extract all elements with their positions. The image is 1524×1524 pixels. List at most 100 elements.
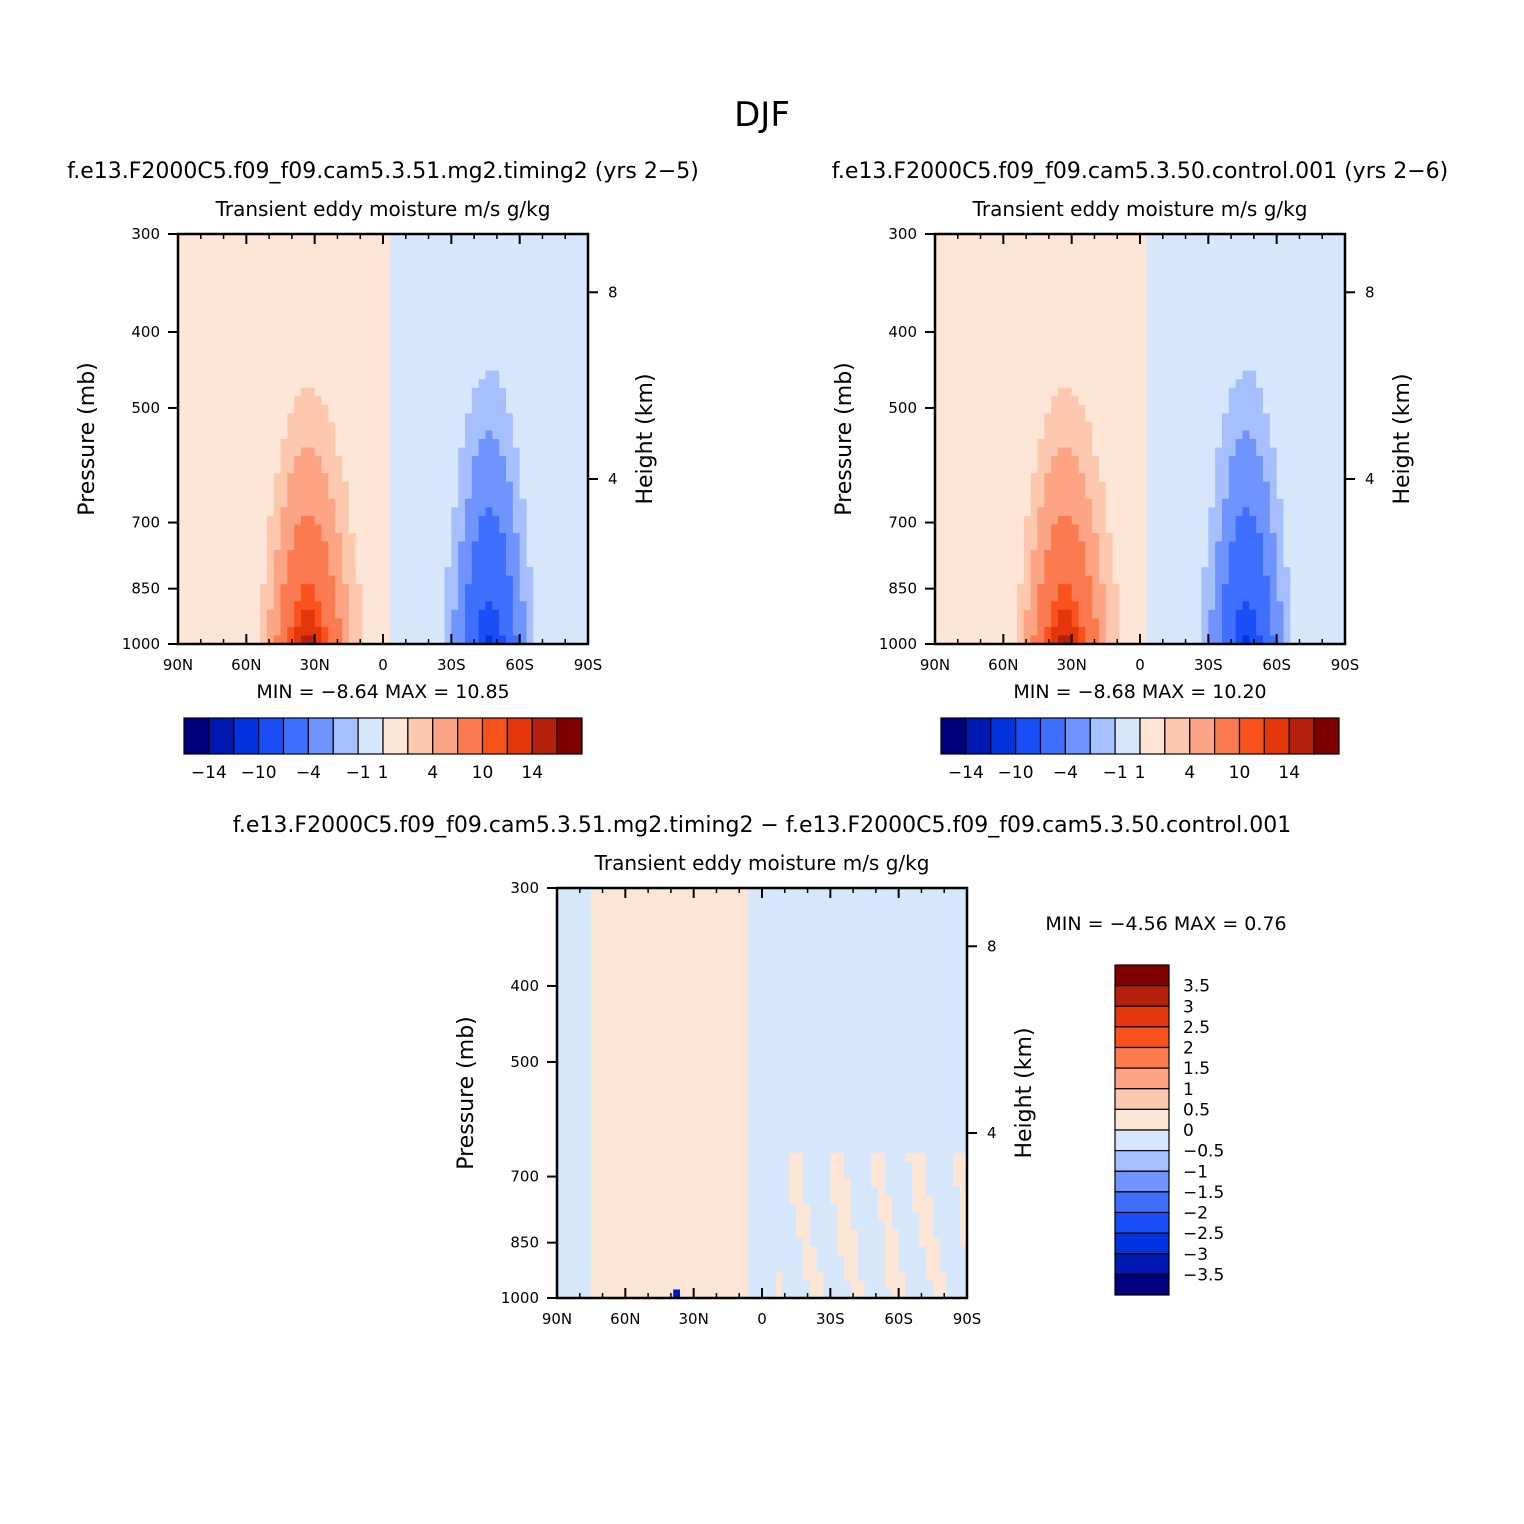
contour-cell: [1085, 370, 1093, 380]
contour-cell: [1092, 268, 1100, 278]
contour-cell: [1194, 404, 1203, 414]
contour-cell: [1215, 541, 1223, 551]
contour-cell: [1160, 464, 1168, 474]
contour-cell: [478, 515, 487, 526]
contour-cell: [1003, 575, 1011, 585]
contour-cell: [253, 601, 261, 611]
contour-cell: [198, 481, 206, 491]
contour-cell: [280, 439, 288, 449]
contour-cell: [547, 498, 555, 508]
contour-cell: [205, 541, 213, 551]
contour-cell: [935, 421, 943, 432]
contour-cell: [362, 387, 370, 397]
contour-cell: [1194, 592, 1203, 602]
contour-cell: [1051, 421, 1059, 432]
contour-cell: [1003, 447, 1011, 457]
contour-cell: [1017, 524, 1025, 534]
contour-cell: [540, 242, 548, 252]
contour-cell: [219, 558, 227, 568]
contour-cell: [1085, 421, 1093, 432]
contour-cell: [280, 473, 288, 483]
contour-cell: [1187, 251, 1196, 261]
contour-cell: [328, 430, 336, 440]
contour-cell: [1105, 592, 1114, 602]
contour-cell: [485, 413, 493, 423]
contour-cell: [1215, 259, 1223, 269]
contour-cell: [1051, 592, 1059, 602]
contour-cell: [369, 567, 377, 577]
contour-cell: [273, 379, 282, 389]
contour-cell: [389, 234, 398, 244]
contour-cell: [1146, 447, 1155, 457]
contour-cell: [1010, 268, 1018, 278]
contour-cell: [328, 515, 336, 526]
contour-cell: [184, 481, 193, 491]
contour-cell: [342, 626, 350, 637]
contour-cell: [1058, 609, 1066, 619]
contour-cell: [198, 421, 206, 432]
contour-cell: [376, 251, 384, 261]
contour-cell: [273, 490, 282, 500]
contour-cell: [348, 524, 357, 534]
contour-cell: [328, 635, 336, 645]
contour-cell: [232, 362, 241, 372]
contour-cell: [526, 575, 534, 585]
contour-cell: [301, 507, 309, 517]
contour-cell: [444, 618, 452, 628]
contour-cell: [506, 507, 514, 517]
contour-cell: [1078, 541, 1086, 551]
contour-cell: [348, 379, 357, 389]
contour-cell: [1119, 626, 1127, 637]
contour-cell: [178, 379, 186, 389]
contour-cell: [1146, 498, 1155, 508]
contour-cell: [1160, 413, 1168, 423]
contour-cell: [465, 464, 473, 474]
contour-cell: [547, 567, 555, 577]
contour-cell: [417, 567, 425, 577]
contour-cell: [355, 592, 364, 602]
contour-cell: [321, 439, 329, 449]
contour-cell: [478, 276, 487, 286]
contour-cell: [383, 635, 391, 645]
contour-cell: [335, 473, 343, 483]
contour-cell: [294, 293, 302, 303]
contour-cell: [1010, 439, 1018, 449]
contour-cell: [935, 635, 943, 645]
contour-cell: [1017, 609, 1025, 619]
contour-cell: [191, 242, 200, 252]
contour-cell: [314, 242, 323, 252]
contour-cell: [1174, 507, 1182, 517]
contour-cell: [253, 584, 261, 594]
contour-cell: [574, 396, 582, 406]
contour-cell: [553, 507, 562, 517]
contour-cell: [342, 473, 350, 483]
contour-cell: [314, 532, 323, 543]
contour-cell: [191, 362, 200, 372]
contour-cell: [553, 558, 562, 568]
contour-cell: [1208, 532, 1216, 543]
contour-cell: [1201, 268, 1209, 278]
contour-cell: [437, 379, 446, 389]
contour-cell: [1119, 251, 1127, 261]
contour-cell: [383, 490, 391, 500]
contour-cell: [437, 609, 446, 619]
contour-cell: [219, 515, 227, 526]
contour-cell: [321, 362, 329, 372]
contour-cell: [1160, 456, 1168, 466]
contour-cell: [219, 327, 227, 338]
contour-cell: [1071, 345, 1080, 355]
contour-cell: [307, 421, 316, 432]
contour-cell: [465, 370, 473, 380]
contour-cell: [492, 242, 500, 252]
contour-cell: [553, 387, 562, 397]
contour-cell: [1160, 507, 1168, 517]
contour-cell: [581, 507, 589, 517]
contour-cell: [273, 285, 282, 295]
contour-cell: [540, 601, 548, 611]
contour-cell: [478, 404, 487, 414]
contour-cell: [1099, 524, 1107, 534]
contour-cell: [424, 439, 432, 449]
contour-cell: [273, 473, 282, 483]
contour-cell: [260, 421, 268, 432]
contour-cell: [1160, 447, 1168, 457]
